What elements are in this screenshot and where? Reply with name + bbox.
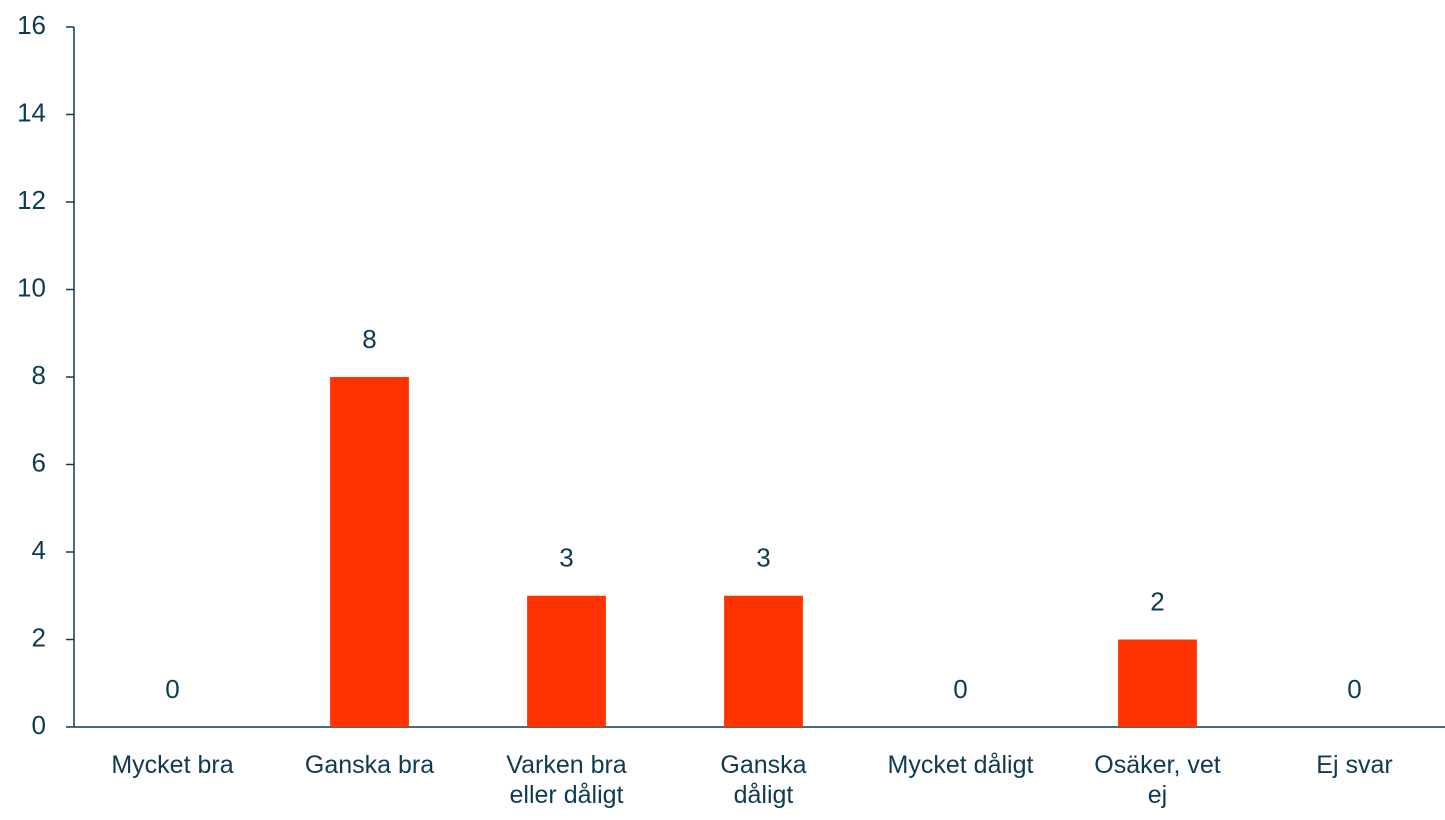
bar: [527, 595, 606, 727]
x-tick-label: Varken bra eller dåligt: [506, 751, 627, 809]
bar: [724, 595, 803, 727]
y-tick-label: 2: [32, 622, 46, 652]
x-tick-label: Ganska dåligt: [720, 751, 807, 809]
y-tick-label: 4: [32, 535, 46, 565]
bar: [1118, 639, 1197, 727]
value-label: 8: [362, 324, 376, 354]
bar: [330, 377, 409, 727]
x-tick-label: Osäker, vet ej: [1094, 751, 1221, 809]
value-label: 3: [559, 543, 573, 573]
x-tick-label: Mycket dåligt: [887, 751, 1034, 779]
value-label: 0: [165, 674, 179, 704]
value-label: 0: [1347, 674, 1361, 704]
y-tick-label: 8: [32, 360, 46, 390]
x-tick-label: Ganska bra: [304, 751, 435, 779]
y-tick-label: 14: [17, 97, 46, 127]
y-tick-label: 12: [17, 185, 46, 215]
x-tick-label: Ej svar: [1316, 751, 1393, 779]
x-tick-label: Mycket bra: [111, 751, 234, 779]
y-tick-label: 10: [17, 272, 46, 302]
y-tick-label: 16: [17, 10, 46, 40]
value-label: 3: [756, 543, 770, 573]
value-label: 0: [953, 674, 967, 704]
y-tick-label: 6: [32, 447, 46, 477]
y-tick-label: 0: [32, 710, 46, 740]
value-label: 2: [1150, 586, 1164, 616]
